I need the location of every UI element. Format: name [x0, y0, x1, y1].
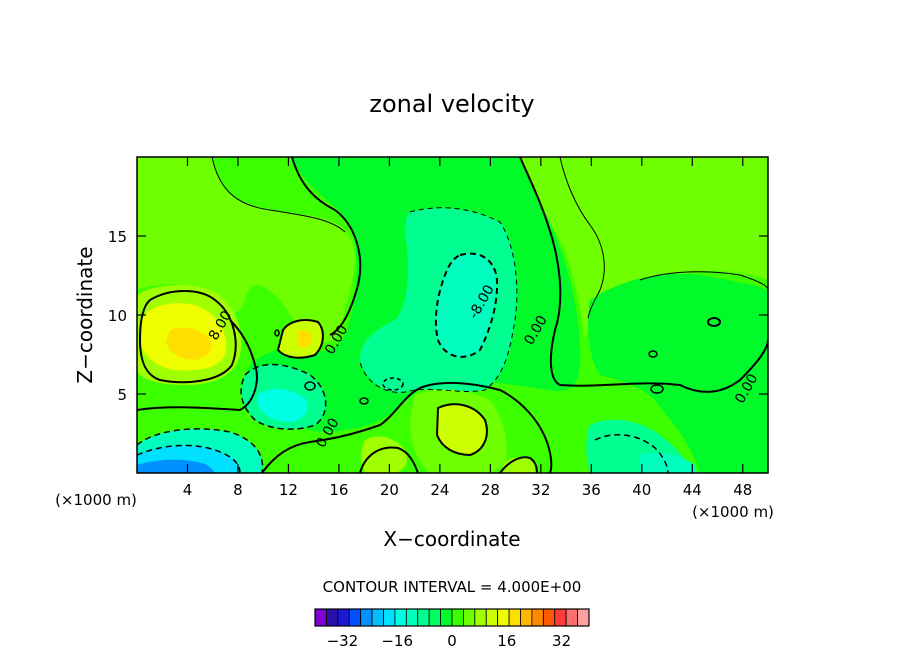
- y-tick-label: 5: [117, 386, 127, 404]
- colorbar-tick-label: −16: [381, 632, 413, 650]
- region-small-gold: [297, 330, 312, 348]
- colorbar-swatch: [371, 608, 384, 627]
- contour-line-8-west: [138, 290, 237, 384]
- region-south-mid-lightgreen: [361, 436, 407, 473]
- contour-interval-note: CONTOUR INTERVAL = 4.000E+00: [323, 578, 582, 596]
- contour-line-zero-center: [519, 157, 768, 393]
- colorbar-swatch: [520, 608, 533, 627]
- x-axis-unit-right: (×1000 m): [692, 503, 774, 521]
- contour-line-thin-upper-right: [559, 157, 605, 319]
- chart-title: zonal velocity: [369, 90, 534, 118]
- contour-line-neg4-center: [359, 207, 518, 393]
- x-tick-label: 32: [531, 481, 550, 499]
- contour-line-neg-east: [594, 433, 669, 473]
- contour-line-pos-small: [276, 319, 324, 359]
- colorbar-tick-label: 32: [552, 632, 571, 650]
- x-tick-label: 4: [183, 481, 193, 499]
- colorbar-swatch: [337, 608, 350, 627]
- colorbar-tick-labels: −32 −16 0 16 32: [327, 632, 572, 650]
- colorbar-swatch: [474, 608, 487, 627]
- colorbar-swatch: [531, 608, 544, 627]
- colorbar-swatch: [577, 608, 590, 627]
- region-center-cyan: [435, 253, 496, 358]
- region-south-yellowgreen: [437, 404, 487, 455]
- colorbar-swatch: [542, 608, 556, 627]
- colorbar-swatch: [463, 608, 476, 627]
- contour-loop-east-3: [650, 384, 664, 394]
- x-tick-label: 16: [329, 481, 348, 499]
- contour-line-zero-north: [291, 157, 362, 336]
- colorbar-swatch: [554, 608, 567, 627]
- region-surface-jet-blue: [137, 459, 214, 473]
- x-axis-unit-left: (×1000 m): [55, 491, 137, 509]
- x-tick-label: 20: [380, 481, 399, 499]
- region-upper-right-lightgreen: [520, 157, 768, 340]
- contour-loop-mid-1: [359, 397, 369, 405]
- colorbar-tick-label: 0: [447, 632, 457, 650]
- contour-line-neg8-center: [434, 252, 499, 358]
- plot-area: [137, 157, 768, 473]
- contour-line-neg-low: [240, 363, 327, 430]
- colorbar-swatch: [360, 608, 373, 627]
- x-tick-label: 40: [632, 481, 651, 499]
- region-east-negative-cyan: [640, 453, 697, 473]
- region-upper-lightgreen: [137, 157, 355, 343]
- x-tick-label: 36: [582, 481, 601, 499]
- contour-loop-east-1: [707, 317, 721, 327]
- x-tick-label: 44: [683, 481, 702, 499]
- colorbar-swatch: [314, 608, 327, 627]
- colorbar: [314, 608, 590, 627]
- colorbar-tick-label: −32: [327, 632, 359, 650]
- contour-line-zero-surface-center: [359, 446, 419, 473]
- x-tick-label: 8: [233, 481, 243, 499]
- y-tick-label: 15: [108, 228, 127, 246]
- colorbar-swatch: [565, 608, 578, 627]
- colorbar-tick-label: 16: [497, 632, 516, 650]
- y-tick-label: 10: [108, 307, 127, 325]
- colorbar-swatch: [326, 608, 339, 627]
- x-tick-label: 28: [481, 481, 500, 499]
- colorbar-swatch: [485, 608, 499, 627]
- colorbar-swatch: [383, 608, 396, 627]
- x-tick-label: 48: [733, 481, 752, 499]
- colorbar-swatch: [394, 608, 407, 627]
- colorbar-swatch: [417, 608, 430, 627]
- contour-line-thin-east: [639, 271, 768, 291]
- contour-line-thin-upper: [211, 157, 346, 233]
- colorbar-swatch: [405, 608, 419, 627]
- colorbar-frame: [314, 608, 590, 627]
- x-tick-label: 12: [279, 481, 298, 499]
- contour-line-zero-surface-east: [499, 456, 538, 473]
- y-axis-label: Z−coordinate: [73, 246, 97, 383]
- x-axis: 4 8 12 16 20 24 28 32 36 40 44 48: [183, 157, 752, 499]
- contour-line-neg-surface: [137, 428, 264, 473]
- region-south-east-lightgreen: [500, 457, 535, 473]
- colorbar-swatch: [451, 608, 464, 627]
- region-west-gold: [166, 327, 212, 360]
- contour-loop-east-2: [648, 350, 658, 358]
- contour-loop-mid-3: [304, 381, 316, 391]
- contour-line-zero-south: [261, 381, 553, 473]
- contour-line-neg-surface-inner: [137, 444, 241, 473]
- contour-loop-mid-2: [382, 377, 404, 391]
- colorbar-swatch: [497, 608, 510, 627]
- region-low-negative-cyan: [258, 388, 308, 422]
- region-east-green: [588, 273, 768, 473]
- colorbar-swatch: [508, 608, 521, 627]
- colorbar-swatch: [440, 608, 453, 627]
- contour-loop-small-1: [274, 329, 280, 337]
- x-tick-label: 24: [430, 481, 449, 499]
- contour-line-zero-west: [137, 319, 258, 412]
- contour-lines: [137, 157, 768, 473]
- colorbar-swatch: [428, 608, 441, 627]
- colorbar-swatch: [348, 608, 362, 627]
- y-axis: 5 10 15: [108, 228, 768, 404]
- x-axis-label: X−coordinate: [383, 527, 520, 551]
- contour-line-pos-south: [435, 403, 488, 457]
